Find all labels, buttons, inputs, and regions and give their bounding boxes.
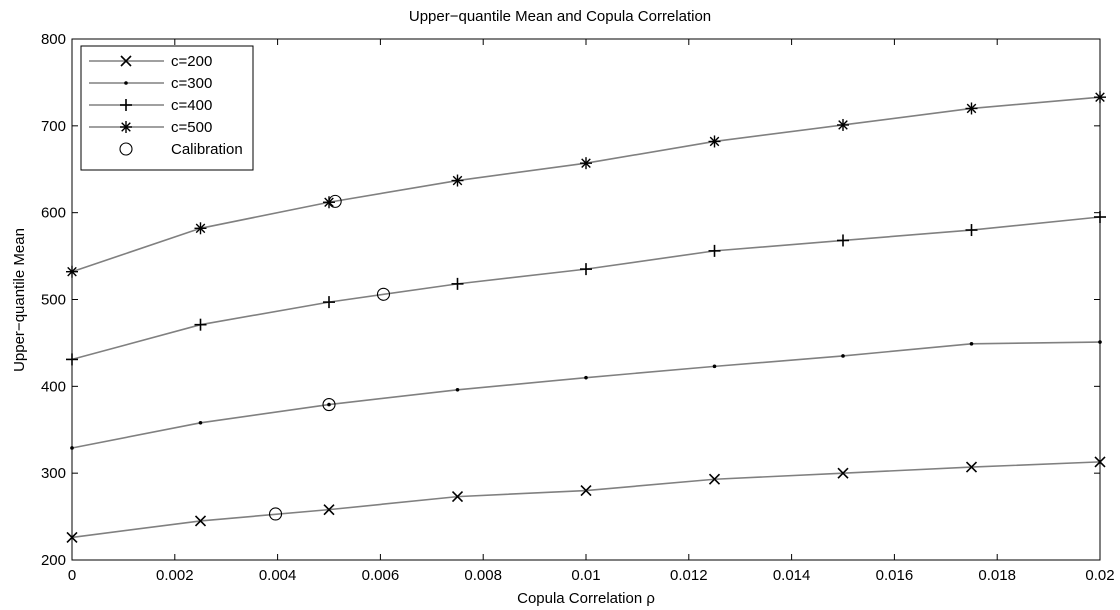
x-tick-label: 0.006 [362, 567, 400, 584]
data-point [327, 402, 331, 407]
series-c-300 [70, 340, 1102, 450]
data-point [837, 234, 849, 247]
y-tick-label: 300 [41, 465, 66, 482]
legend-label: c=300 [171, 75, 212, 92]
y-tick-label: 700 [41, 118, 66, 135]
data-point [455, 388, 460, 392]
data-point [580, 263, 592, 276]
x-tick-label: 0.016 [876, 567, 914, 584]
data-point [969, 341, 974, 346]
x-tick-label: 0.002 [156, 567, 194, 584]
x-tick-label: 0.014 [773, 567, 811, 584]
x-tick-label: 0.01 [571, 567, 600, 584]
calibration-layer [268, 194, 391, 521]
data-point [712, 364, 717, 369]
data-point [708, 135, 721, 148]
data-point [584, 375, 588, 380]
calibration-point [322, 398, 336, 412]
x-tick-label: 0 [68, 567, 76, 584]
legend-entry: Calibration [119, 141, 243, 158]
chart-title: Upper−quantile Mean and Copula Correlati… [409, 8, 711, 25]
data-point [965, 224, 978, 237]
data-point [580, 484, 592, 497]
legend-box [80, 45, 254, 171]
calibration-point [376, 287, 391, 301]
x-axis: 0 0.002 0.004 0.006 0.008 0.01 0.012 0.014 0.016… [68, 39, 1115, 584]
legend-marker [124, 81, 128, 85]
data-point [198, 421, 203, 425]
y-tick-label: 200 [41, 552, 66, 569]
data-point [194, 318, 207, 331]
data-point [841, 354, 845, 358]
data-point [194, 222, 207, 235]
data-point [708, 244, 721, 257]
legend-label: c=400 [171, 97, 212, 114]
data-point [837, 467, 849, 479]
y-axis: 200 300 400 500 600 700 800 [41, 31, 1100, 569]
legend-marker [119, 142, 133, 156]
legend-label: c=500 [171, 119, 212, 136]
legend-marker [120, 99, 132, 111]
y-tick-label: 800 [41, 31, 66, 48]
legend-label: c=200 [171, 53, 212, 70]
data-point [708, 473, 721, 485]
series-layer [66, 91, 1106, 543]
legend-label: Calibration [171, 141, 243, 158]
x-tick-label: 0.012 [670, 567, 708, 584]
legend-entry: c=300 [89, 75, 212, 92]
x-tick-label: 0.018 [978, 567, 1016, 584]
legend-marker [120, 55, 132, 67]
y-tick-label: 400 [41, 378, 66, 395]
data-point [323, 296, 335, 309]
x-tick-label: 0.02 [1085, 567, 1114, 584]
data-point [965, 461, 978, 473]
data-point [451, 174, 464, 187]
series-c-200 [66, 456, 1106, 543]
calibration-point [268, 507, 283, 521]
series-c-500 [66, 91, 1106, 278]
data-point [451, 491, 464, 503]
x-tick-label: 0.008 [464, 567, 502, 584]
data-point [580, 157, 592, 170]
legend-entry: c=400 [89, 97, 212, 114]
y-tick-label: 600 [41, 205, 66, 222]
calibration-point [328, 194, 342, 208]
legend: c=200 c=300 c=400 c=500 Calibration [80, 45, 254, 171]
y-tick-label: 500 [41, 292, 66, 309]
legend-marker [120, 121, 132, 133]
data-point [194, 515, 207, 527]
y-axis-title: Upper−quantile Mean [11, 228, 28, 372]
x-tick-label: 0.004 [259, 567, 297, 584]
legend-entry: c=500 [89, 119, 212, 136]
data-point [323, 504, 335, 516]
x-axis-title: Copula Correlation ρ [517, 590, 655, 607]
data-point [451, 277, 464, 290]
legend-entry: c=200 [89, 53, 212, 70]
data-point [837, 118, 849, 131]
data-point [965, 102, 978, 115]
